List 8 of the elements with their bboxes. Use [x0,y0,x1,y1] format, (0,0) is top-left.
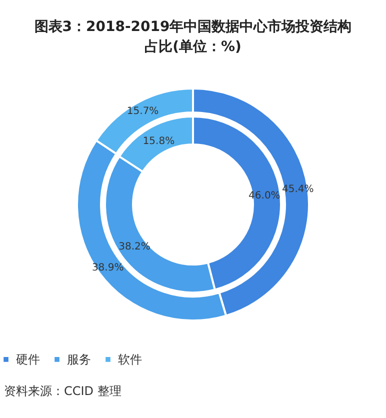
data-label: 15.8% [142,136,175,148]
data-label: 38.2% [118,241,150,252]
chart-title: 图表3：2018-2019年中国数据中心市场投资结构占比(单位：%) [34,18,352,55]
legend-label: 软件 [118,352,142,366]
legend-label: 硬件 [16,352,40,366]
data-label: 15.7% [126,106,159,118]
text: 资料来源：CCID 整理 [4,384,122,398]
legend-label: 服务 [67,352,91,366]
